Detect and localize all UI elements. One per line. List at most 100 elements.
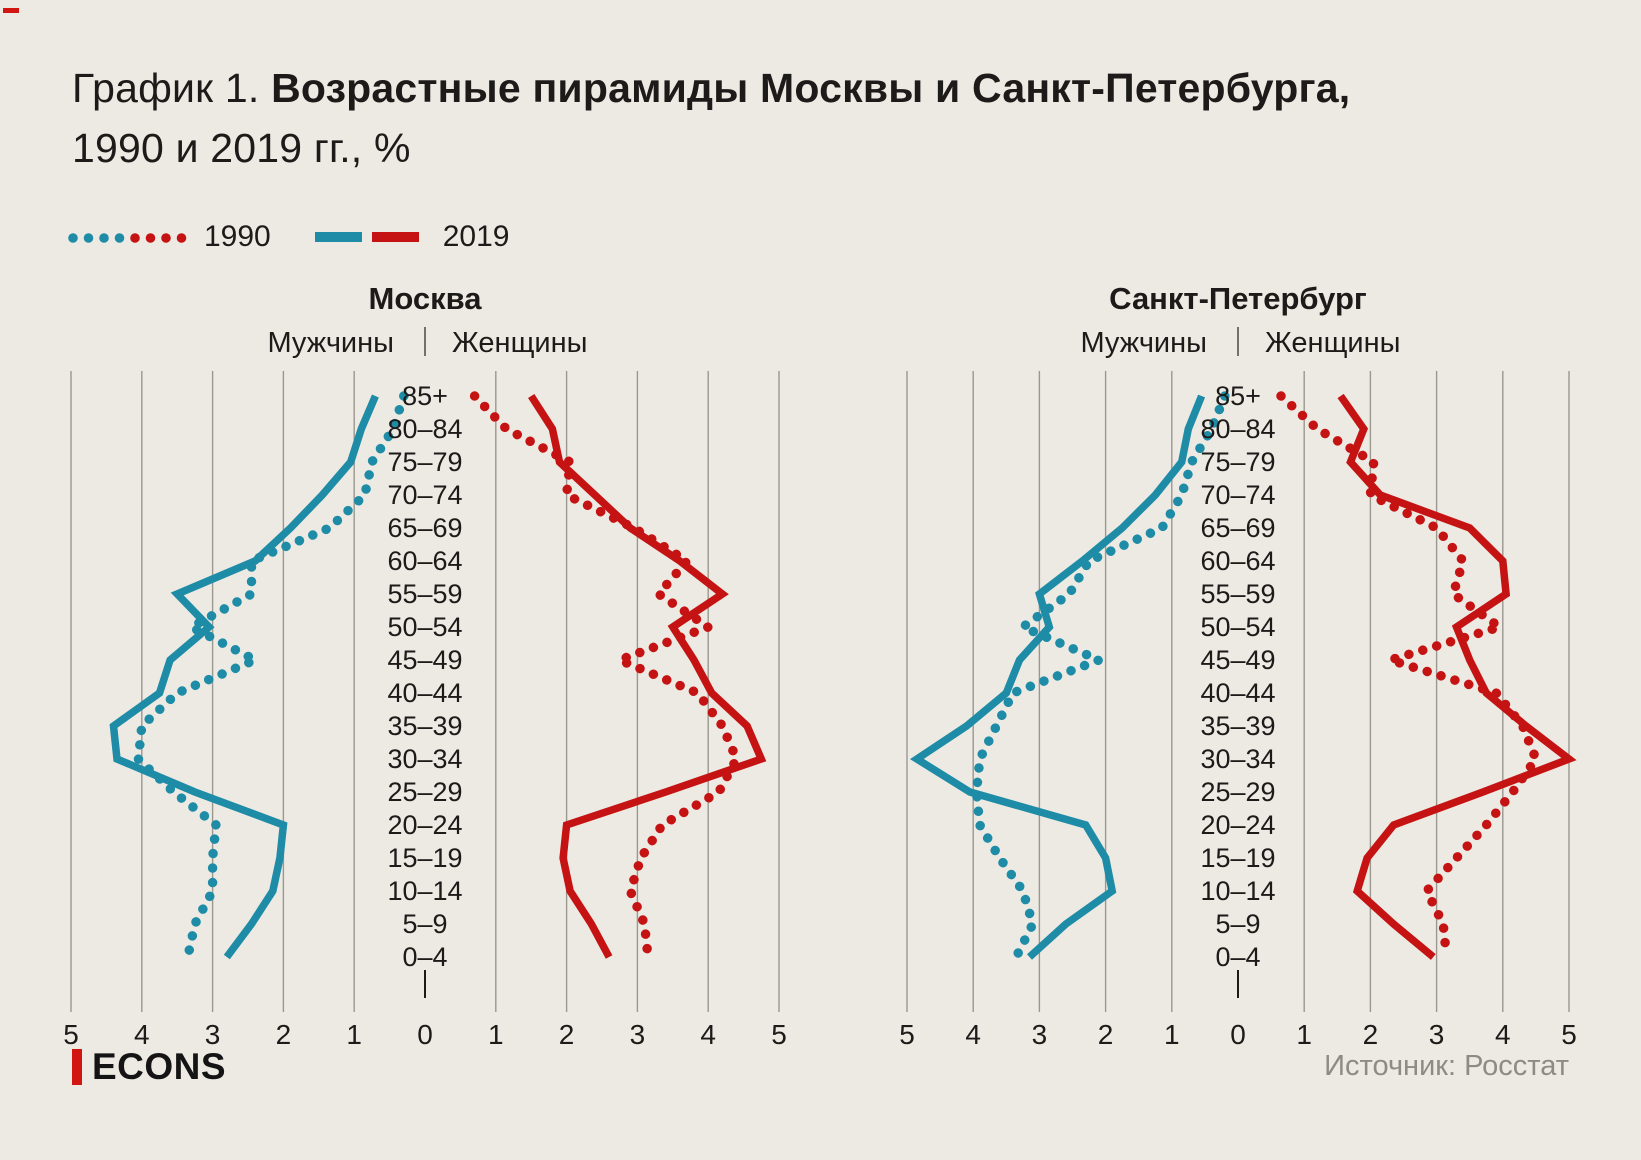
x-tick-label: 4 <box>1495 1019 1511 1050</box>
title-prefix: График 1. <box>72 65 272 111</box>
age-label: 15–19 <box>387 843 462 873</box>
age-label: 20–24 <box>387 810 462 840</box>
x-tick-label: 3 <box>1032 1019 1048 1050</box>
x-tick-label: 5 <box>63 1019 79 1050</box>
age-label: 80–84 <box>1200 414 1275 444</box>
series-moscow-female-1990 <box>469 391 742 962</box>
age-label: 45–49 <box>1200 645 1275 675</box>
series-spb-male-2019 <box>909 394 1206 960</box>
x-tick-label: 2 <box>559 1019 575 1050</box>
age-label: 30–34 <box>1200 744 1275 774</box>
age-label: 25–29 <box>387 777 462 807</box>
age-label: 45–49 <box>387 645 462 675</box>
legend-dot-male <box>99 233 109 243</box>
age-label: 80–84 <box>387 414 462 444</box>
age-label: 65–69 <box>387 513 462 543</box>
x-tick-label: 5 <box>899 1019 915 1050</box>
age-label: 75–79 <box>1200 447 1275 477</box>
age-label: 85+ <box>402 381 448 411</box>
age-label: 40–44 <box>1200 678 1275 708</box>
source-credit: Источник: Росстат <box>1324 1050 1569 1082</box>
age-label: 55–59 <box>1200 579 1275 609</box>
x-tick-label: 3 <box>1429 1019 1445 1050</box>
age-label: 85+ <box>1215 381 1261 411</box>
age-label: 30–34 <box>387 744 462 774</box>
age-label: 70–74 <box>387 480 462 510</box>
x-tick-label: 1 <box>488 1019 504 1050</box>
legend-dot-male <box>68 233 78 243</box>
dotted-line-swatch <box>68 233 187 243</box>
x-tick-label: 4 <box>700 1019 716 1050</box>
age-label: 10–14 <box>1200 876 1275 906</box>
age-label: 20–24 <box>1200 810 1275 840</box>
series-moscow-male-2019 <box>109 394 379 960</box>
female-header: Женщины <box>452 327 587 359</box>
age-label: 35–39 <box>1200 711 1275 741</box>
male-header: Мужчины <box>267 327 394 359</box>
legend-bar-male <box>314 232 362 242</box>
chart-title-moscow: Москва <box>369 281 483 316</box>
page-title: График 1. Возрастные пирамиды Москвы и С… <box>72 58 1350 178</box>
age-label: 65–69 <box>1200 513 1275 543</box>
title-main: Возрастные пирамиды Москвы и Санкт-Петер… <box>271 65 1351 111</box>
title-line2: 1990 и 2019 гг., % <box>72 125 411 171</box>
series-spb-male-1990 <box>971 391 1230 962</box>
legend-dot-male <box>83 233 94 243</box>
age-label: 40–44 <box>387 678 462 708</box>
age-label: 50–54 <box>1200 612 1275 642</box>
x-tick-label: 2 <box>1098 1019 1114 1050</box>
x-tick-label: 4 <box>965 1019 981 1050</box>
age-label: 15–19 <box>1200 843 1275 873</box>
series-moscow-female-2019 <box>528 393 767 959</box>
legend-dot-male <box>114 233 125 243</box>
x-tick-label: 1 <box>1164 1019 1180 1050</box>
x-tick-label: 5 <box>771 1019 787 1050</box>
male-header: Мужчины <box>1080 327 1207 359</box>
legend-dot-female <box>176 233 187 243</box>
age-label: 60–64 <box>387 546 462 576</box>
legend-dot-female <box>161 233 171 243</box>
legend: 1990 2019 <box>66 220 510 254</box>
page-corner-mark <box>3 8 19 13</box>
series-spb-female-2019 <box>1337 393 1577 960</box>
x-tick-label: 1 <box>346 1019 362 1050</box>
legend-dot-female <box>145 233 156 243</box>
age-label: 5–9 <box>402 909 447 939</box>
age-label: 5–9 <box>1215 909 1260 939</box>
x-tick-label-zero: 0 <box>1230 1019 1246 1050</box>
x-tick-label: 1 <box>1296 1019 1312 1050</box>
age-label: 10–14 <box>387 876 462 906</box>
age-label: 60–64 <box>1200 546 1275 576</box>
x-tick-label: 4 <box>134 1019 150 1050</box>
legend-label-1990: 1990 <box>204 220 271 253</box>
age-label: 0–4 <box>1215 942 1260 972</box>
legend-item-2019: 2019 <box>314 220 510 254</box>
solid-line-swatch <box>314 232 419 242</box>
x-tick-label: 2 <box>1363 1019 1379 1050</box>
econs-logo: ECONS <box>72 1046 226 1088</box>
logo-bar-icon <box>72 1049 82 1085</box>
age-label: 35–39 <box>387 711 462 741</box>
age-label: 25–29 <box>1200 777 1275 807</box>
chart-spb: 5 4 3 2 1 0 1 2 3 4 5 Санкт-Петербург Мужчины Женщины… <box>899 281 1577 1050</box>
legend-label-2019: 2019 <box>442 220 510 253</box>
chart-title-spb: Санкт-Петербург <box>1109 281 1367 316</box>
age-label: 0–4 <box>402 942 447 972</box>
logo-text: ECONS <box>92 1046 227 1087</box>
legend-bar-female <box>371 232 419 242</box>
age-label: 75–79 <box>387 447 462 477</box>
x-tick-label-zero: 0 <box>417 1019 433 1050</box>
age-label: 50–54 <box>387 612 462 642</box>
female-header: Женщины <box>1265 327 1400 359</box>
age-label: 55–59 <box>387 579 462 609</box>
series-moscow-male-1990 <box>133 391 409 962</box>
x-tick-label: 5 <box>1561 1019 1577 1050</box>
age-label: 70–74 <box>1200 480 1275 510</box>
x-tick-label: 2 <box>276 1019 292 1050</box>
x-tick-label: 3 <box>630 1019 646 1050</box>
legend-item-1990: 1990 <box>66 220 271 254</box>
x-tick-label: 3 <box>205 1019 221 1050</box>
series-spb-female-1990 <box>1276 391 1542 962</box>
